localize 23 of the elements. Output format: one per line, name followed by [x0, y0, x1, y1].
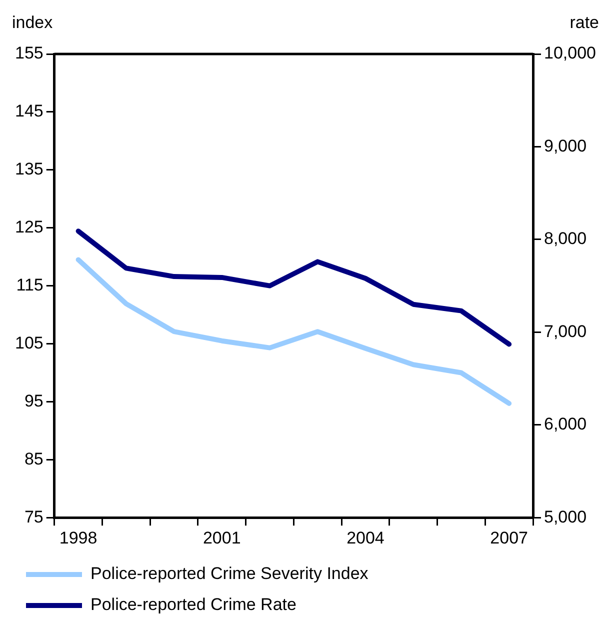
y2-tick-label: 6,000 — [544, 414, 587, 434]
x-tick-label: 2004 — [346, 528, 384, 548]
y2-tick-label: 10,000 — [544, 44, 596, 63]
y-tick-label: 145 — [14, 102, 44, 121]
y2-tick-label: 9,000 — [544, 136, 587, 156]
y2-axis-title: rate — [570, 13, 599, 32]
y2-tick-label: 5,000 — [544, 507, 587, 526]
legend-label: Police-reported Crime Severity Index — [90, 564, 369, 584]
y-tick-label: 155 — [14, 44, 44, 63]
y-axis-title: index — [12, 13, 54, 32]
y-tick-label: 115 — [16, 275, 44, 294]
y-tick-label: 125 — [14, 218, 44, 237]
y-tick-label: 75 — [24, 507, 44, 526]
legend-label: Police-reported Crime Rate — [90, 595, 296, 614]
x-tick-label: 2007 — [490, 528, 528, 548]
y-tick-label: 85 — [24, 449, 44, 468]
y-tick-label: 95 — [24, 391, 44, 410]
x-tick-label: 1998 — [59, 528, 98, 548]
y2-tick-label: 7,000 — [544, 322, 587, 341]
y2-tick-label: 8,000 — [544, 229, 587, 248]
y-tick-label: 105 — [14, 333, 44, 352]
y-tick-label: 135 — [14, 160, 44, 179]
x-tick-label: 2001 — [202, 528, 241, 548]
